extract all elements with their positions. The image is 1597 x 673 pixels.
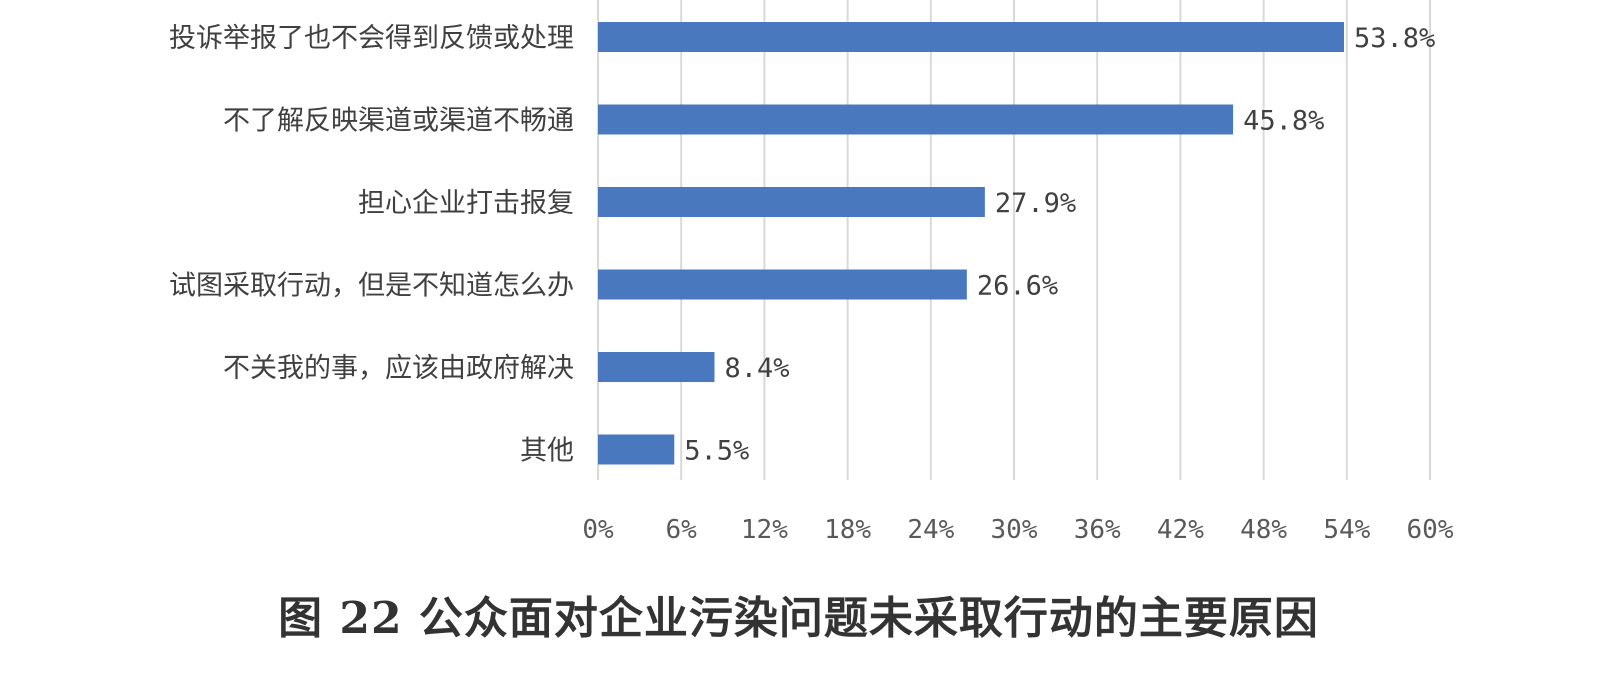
bar (598, 434, 675, 465)
labels: 0% 6% 12% 18% 24% 30% 36% 42% 48% 54% 60% 投诉举报了也不会得… (169, 23, 1454, 545)
x-tick-label: 48% (1240, 515, 1287, 545)
x-tick-label: 54% (1323, 515, 1370, 545)
data-label: 27.9% (995, 188, 1076, 219)
bar (598, 187, 985, 217)
category-label: 其他 (520, 436, 574, 467)
category-label: 担心企业打击报复 (358, 188, 574, 219)
bar (598, 22, 1345, 52)
category-label: 试图采取行动，但是不知道怎么办 (169, 271, 574, 302)
data-label: 8.4% (724, 353, 789, 384)
data-label: 53.8% (1354, 23, 1435, 54)
x-tick-label: 24% (907, 515, 954, 545)
x-tick-label: 30% (991, 515, 1038, 545)
x-tick-label: 12% (741, 515, 788, 545)
bars (598, 22, 1345, 465)
data-label: 45.8% (1243, 106, 1324, 137)
bar-chart: 0% 6% 12% 18% 24% 30% 36% 42% 48% 54% 60% 投诉举报了也不会得… (169, 0, 1454, 545)
data-label: 26.6% (977, 271, 1058, 302)
category-label: 不关我的事，应该由政府解决 (223, 353, 574, 384)
category-label: 投诉举报了也不会得到反馈或处理 (169, 23, 574, 54)
gridlines (597, 0, 1431, 480)
data-label: 5.5% (684, 436, 749, 467)
bar (598, 269, 967, 300)
x-tick-label: 42% (1157, 515, 1204, 545)
bar (598, 352, 715, 382)
bar (598, 104, 1234, 135)
x-tick-label: 6% (666, 515, 698, 545)
x-tick-label: 18% (824, 515, 871, 545)
x-tick-label: 60% (1407, 515, 1454, 545)
x-tick-label: 0% (582, 515, 614, 545)
x-tick-label: 36% (1074, 515, 1121, 545)
figure-caption: 图 22 公众面对企业污染问题未采取行动的主要原因 (278, 593, 1319, 644)
category-label: 不了解反映渠道或渠道不畅通 (223, 106, 574, 137)
